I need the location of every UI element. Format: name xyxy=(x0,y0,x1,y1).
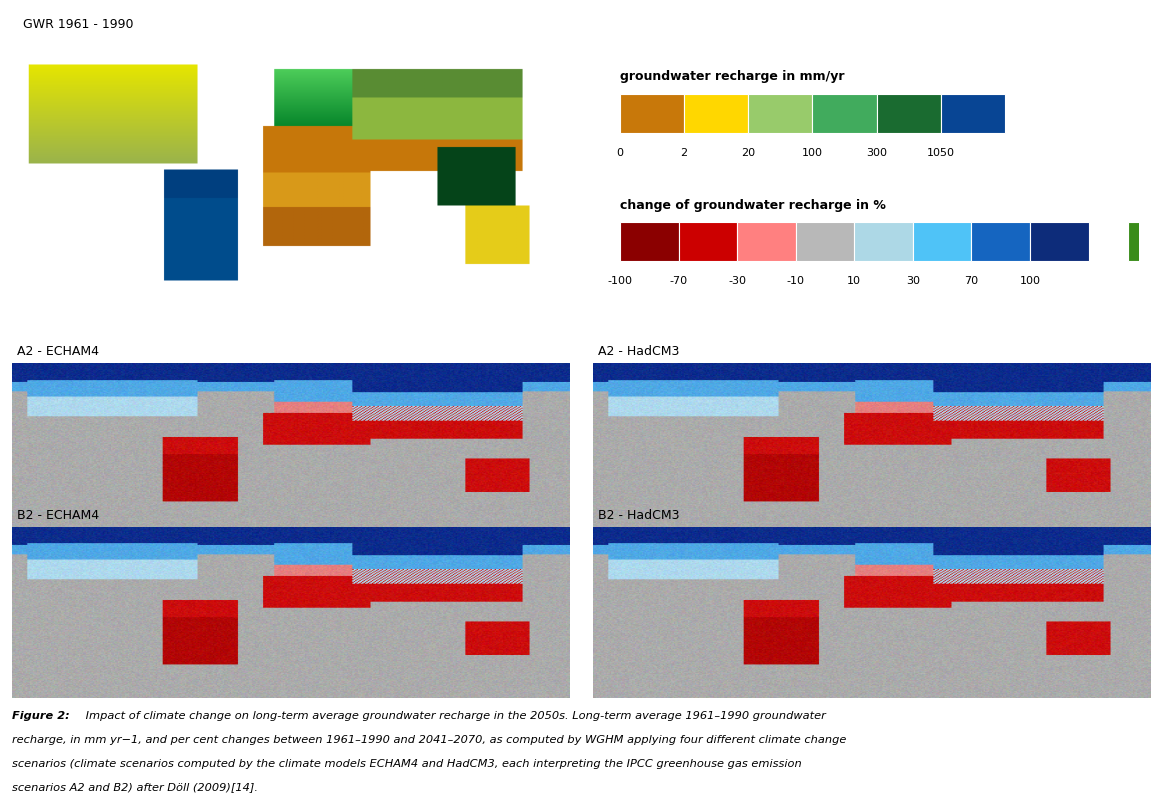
Text: B2 - ECHAM4: B2 - ECHAM4 xyxy=(17,508,99,522)
Text: Figure 2:: Figure 2: xyxy=(12,711,70,721)
Bar xyxy=(854,223,913,262)
Text: 30: 30 xyxy=(906,276,920,286)
Bar xyxy=(1030,223,1089,262)
Text: A2 - HadCM3: A2 - HadCM3 xyxy=(598,345,680,358)
Text: recharge, in mm yr−1, and per cent changes between 1961–1990 and 2041–2070, as c: recharge, in mm yr−1, and per cent chang… xyxy=(12,735,846,745)
Bar xyxy=(737,223,796,262)
Text: GWR 1961 - 1990: GWR 1961 - 1990 xyxy=(23,18,134,31)
Bar xyxy=(913,223,971,262)
Text: 300: 300 xyxy=(866,148,887,158)
Text: 100: 100 xyxy=(1019,276,1040,286)
Bar xyxy=(796,223,854,262)
Bar xyxy=(971,223,1030,262)
Text: A2 - ECHAM4: A2 - ECHAM4 xyxy=(17,345,99,358)
Text: 0: 0 xyxy=(617,148,624,158)
Text: -70: -70 xyxy=(669,276,688,286)
Text: scenarios (climate scenarios computed by the climate models ECHAM4 and HadCM3, e: scenarios (climate scenarios computed by… xyxy=(12,759,802,768)
Text: Impact of climate change on long-term average groundwater recharge in the 2050s.: Impact of climate change on long-term av… xyxy=(83,711,826,721)
Text: 70: 70 xyxy=(964,276,978,286)
Text: 1050: 1050 xyxy=(927,148,955,158)
Text: 20: 20 xyxy=(741,148,755,158)
Bar xyxy=(1127,223,1162,262)
Bar xyxy=(748,94,812,132)
Bar xyxy=(621,223,679,262)
Bar xyxy=(621,94,684,132)
Text: 100: 100 xyxy=(802,148,823,158)
Bar xyxy=(812,94,876,132)
Text: groundwater recharge in mm/yr: groundwater recharge in mm/yr xyxy=(621,70,845,83)
Bar xyxy=(876,94,941,132)
Bar xyxy=(679,223,737,262)
Text: -100: -100 xyxy=(608,276,632,286)
Text: scenarios A2 and B2) after Döll (2009)[14].: scenarios A2 and B2) after Döll (2009)[1… xyxy=(12,782,258,792)
Text: 2: 2 xyxy=(681,148,688,158)
Text: 10: 10 xyxy=(847,276,861,286)
Text: -30: -30 xyxy=(729,276,746,286)
Text: -10: -10 xyxy=(787,276,805,286)
Bar xyxy=(684,94,748,132)
Text: B2 - HadCM3: B2 - HadCM3 xyxy=(598,508,680,522)
Text: change of groundwater recharge in %: change of groundwater recharge in % xyxy=(621,199,885,211)
Bar xyxy=(941,94,1005,132)
